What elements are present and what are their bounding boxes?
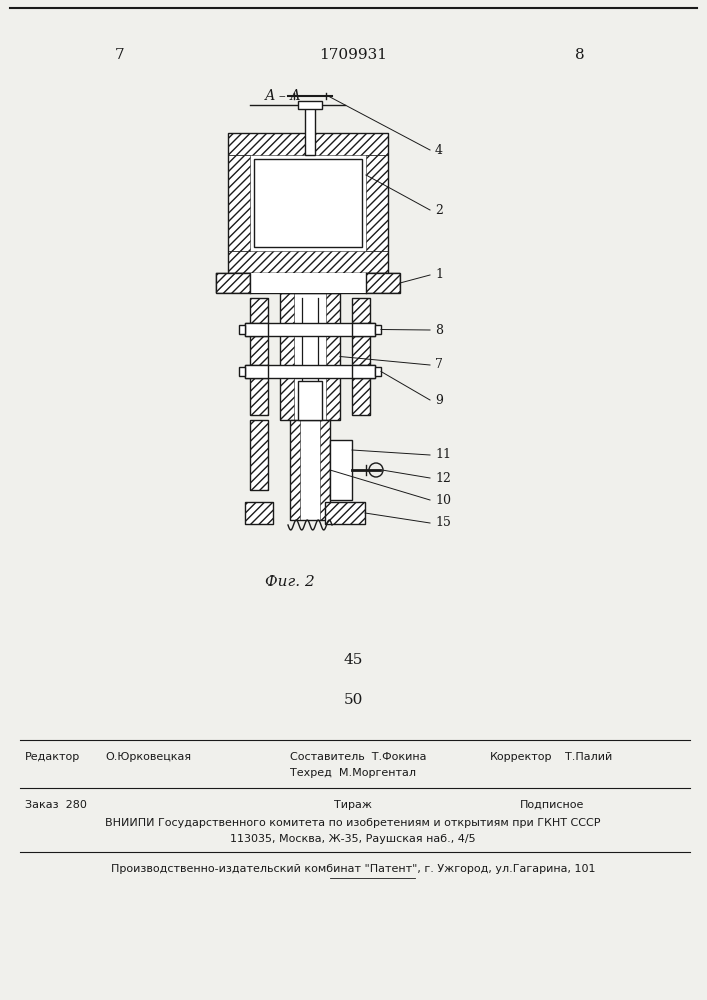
- Bar: [245, 323, 268, 336]
- Bar: [325, 502, 365, 524]
- Bar: [352, 298, 370, 415]
- Bar: [330, 440, 352, 500]
- Bar: [245, 365, 375, 378]
- Text: Производственно-издательский комбинат "Патент", г. Ужгород, ул.Гагарина, 101: Производственно-издательский комбинат "П…: [111, 864, 595, 874]
- Bar: [326, 293, 340, 420]
- Bar: [228, 155, 250, 251]
- Bar: [228, 133, 388, 155]
- Bar: [250, 273, 366, 293]
- Bar: [298, 381, 322, 420]
- Bar: [305, 105, 315, 155]
- Text: Техред  М.Моргентал: Техред М.Моргентал: [290, 768, 416, 778]
- Text: 1709931: 1709931: [319, 48, 387, 62]
- Bar: [298, 101, 322, 109]
- Bar: [250, 420, 268, 490]
- Bar: [245, 502, 273, 524]
- Bar: [325, 502, 365, 524]
- Text: Заказ  280: Заказ 280: [25, 800, 87, 810]
- Bar: [290, 420, 300, 520]
- Bar: [375, 325, 381, 334]
- Text: 8: 8: [435, 324, 443, 336]
- Text: Подписное: Подписное: [520, 800, 585, 810]
- Text: Корректор: Корректор: [490, 752, 552, 762]
- Bar: [290, 420, 330, 520]
- Bar: [280, 293, 340, 420]
- Bar: [250, 420, 268, 490]
- Bar: [352, 298, 370, 415]
- Text: 7: 7: [435, 359, 443, 371]
- Text: 15: 15: [435, 516, 451, 530]
- Bar: [375, 367, 381, 376]
- Text: 10: 10: [435, 493, 451, 506]
- Bar: [320, 420, 330, 520]
- Bar: [352, 323, 375, 336]
- Text: 7: 7: [115, 48, 125, 62]
- Text: Т.Палий: Т.Палий: [565, 752, 612, 762]
- Text: 1: 1: [435, 268, 443, 282]
- Text: 9: 9: [435, 393, 443, 406]
- Bar: [216, 273, 400, 293]
- Bar: [228, 251, 388, 273]
- Text: 8: 8: [575, 48, 585, 62]
- Bar: [366, 273, 400, 293]
- Bar: [352, 365, 375, 378]
- Text: Фиг. 2: Фиг. 2: [265, 575, 315, 589]
- Bar: [250, 298, 268, 415]
- Bar: [239, 367, 245, 376]
- Text: 113035, Москва, Ж-35, Раушская наб., 4/5: 113035, Москва, Ж-35, Раушская наб., 4/5: [230, 834, 476, 844]
- Text: 11: 11: [435, 448, 451, 462]
- Text: Тираж: Тираж: [334, 800, 372, 810]
- Text: ВНИИПИ Государственного комитета по изобретениям и открытиям при ГКНТ СССР: ВНИИПИ Государственного комитета по изоб…: [105, 818, 601, 828]
- Bar: [216, 273, 250, 293]
- Bar: [250, 298, 268, 415]
- Bar: [228, 133, 388, 273]
- Bar: [245, 502, 273, 524]
- Bar: [280, 293, 294, 420]
- Text: 50: 50: [344, 693, 363, 707]
- Text: 4: 4: [435, 143, 443, 156]
- Text: А – А: А – А: [265, 89, 302, 103]
- Text: О.Юрковецкая: О.Юрковецкая: [105, 752, 191, 762]
- Text: 45: 45: [344, 653, 363, 667]
- Text: Составитель  Т.Фокина: Составитель Т.Фокина: [290, 752, 426, 762]
- Bar: [245, 365, 268, 378]
- Bar: [239, 325, 245, 334]
- Bar: [366, 155, 388, 251]
- Bar: [245, 323, 375, 336]
- Text: 2: 2: [435, 204, 443, 217]
- Text: 12: 12: [435, 472, 451, 485]
- Bar: [254, 159, 362, 247]
- Text: Редактор: Редактор: [25, 752, 81, 762]
